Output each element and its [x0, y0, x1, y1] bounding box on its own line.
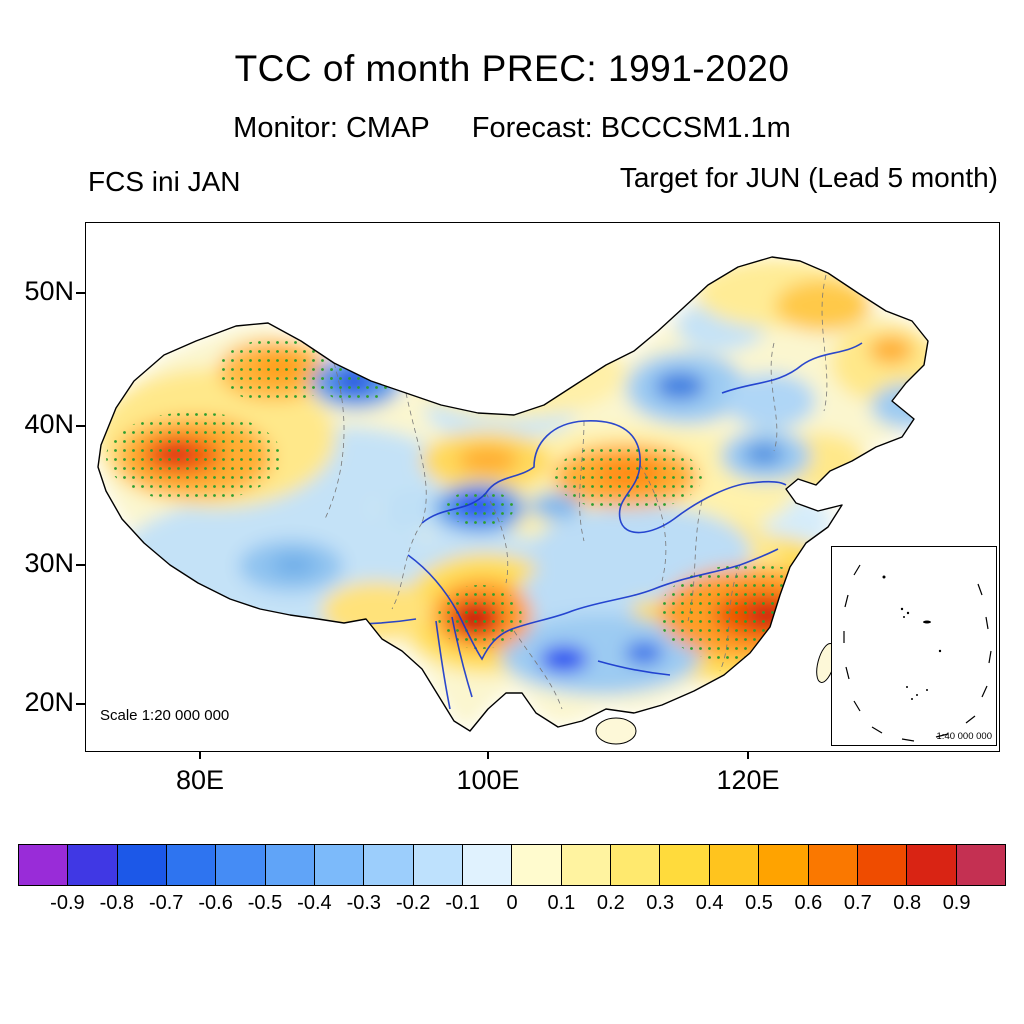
- figure-subtitle: Monitor: CMAP Forecast: BCCCSM1.1m: [0, 112, 1024, 145]
- songhua-river: [721, 342, 863, 394]
- tick-mark: [76, 425, 85, 427]
- colorbar-tick-label: -0.1: [445, 892, 480, 914]
- tick-mark: [76, 564, 85, 566]
- colorbar-cell: [956, 845, 1005, 885]
- colorbar-cell: [167, 845, 217, 885]
- tick-mark: [76, 703, 85, 705]
- y-tick-label-40n: 40N: [24, 409, 74, 439]
- colorbar-tick-label: 0.4: [695, 892, 724, 914]
- colorbar-tick-label: 0.8: [893, 892, 922, 914]
- colorbar-cell: [364, 845, 414, 885]
- colorbar-tick-label: 0.1: [547, 892, 576, 914]
- nine-dash-line: [843, 564, 992, 742]
- colorbar-tick-label: -0.7: [148, 892, 184, 914]
- colorbar-tick-label: -0.8: [99, 892, 135, 914]
- tick-mark: [747, 750, 749, 759]
- south-china-sea-inset: 1:40 000 000: [831, 546, 997, 746]
- inset-scale-label: 1:40 000 000: [936, 731, 992, 742]
- init-label: FCS ini JAN: [88, 166, 241, 197]
- colorbar-cell: [907, 845, 957, 885]
- colorbar-tick-label: 0.2: [596, 892, 625, 914]
- colorbar-cell: [315, 845, 365, 885]
- colorbar-cell: [19, 845, 69, 885]
- colorbar-tick-label: 0.7: [843, 892, 872, 914]
- colorbar-cell: [265, 845, 316, 885]
- colorbar: [18, 844, 1006, 886]
- colorbar-tick-label: -0.2: [395, 892, 431, 914]
- colorbar-cell: [611, 845, 661, 885]
- x-tick-label-80e: 80E: [175, 765, 225, 795]
- china-map-svg: [97, 256, 929, 745]
- colorbar-cell: [709, 845, 760, 885]
- colorbar-tick-label: 0.5: [745, 892, 773, 914]
- colorbar-cell: [660, 845, 710, 885]
- salween-river: [451, 616, 473, 698]
- colorbar-cell: [413, 845, 464, 885]
- inset-svg: [843, 564, 992, 742]
- figure-title: TCC of month PREC: 1991-2020: [234, 48, 790, 89]
- colorbar-cell: [561, 845, 612, 885]
- colorbar-cell: [857, 845, 908, 885]
- province-boundaries: [323, 274, 828, 710]
- tick-mark: [199, 750, 201, 759]
- colorbar-cell: [512, 845, 562, 885]
- x-tick-label-120e: 120E: [716, 765, 780, 795]
- monitor-label: Monitor: CMAP: [233, 112, 430, 144]
- mekong-river: [435, 620, 451, 710]
- y-tick-label-20n: 20N: [24, 687, 74, 717]
- y-tick-label-50n: 50N: [24, 276, 74, 306]
- pearl-river: [597, 660, 671, 676]
- colorbar-tick-label: -0.9: [50, 892, 85, 914]
- map-frame: Scale 1:20 000 000: [85, 222, 1000, 752]
- colorbar-cell: [216, 845, 266, 885]
- yellow-river: [421, 420, 787, 534]
- tick-mark: [76, 292, 85, 294]
- x-tick-label-100e: 100E: [456, 765, 520, 795]
- y-tick-label-30n: 30N: [24, 548, 74, 578]
- colorbar-cell: [117, 845, 168, 885]
- colorbar-tick-label: -0.3: [346, 892, 382, 914]
- colorbar-tick-label: -0.5: [247, 892, 283, 914]
- colorbar-tick-label: -0.6: [198, 892, 233, 914]
- colorbar-tick-label: 0: [506, 892, 518, 914]
- colorbar-cell: [463, 845, 513, 885]
- tcc-field: [98, 257, 928, 731]
- hainan-island: [595, 717, 637, 745]
- colorbar-tick-label: 0.3: [646, 892, 675, 914]
- colorbar-tick-label: 0.9: [942, 892, 971, 914]
- colorbar-labels: -0.9 -0.8 -0.7 -0.6 -0.5 -0.4 -0.3 -0.2 -0.1 0 0.1…: [18, 892, 1006, 918]
- tick-mark: [487, 750, 489, 759]
- map-scale-label: Scale 1:20 000 000: [100, 707, 230, 724]
- colorbar-tick-label: 0.6: [794, 892, 823, 914]
- colorbar-cell: [808, 845, 858, 885]
- colorbar-cell: [68, 845, 118, 885]
- target-label: Target for JUN (Lead 5 month): [619, 162, 998, 193]
- rivers: [265, 342, 863, 710]
- forecast-label: Forecast: BCCCSM1.1m: [471, 112, 791, 144]
- inset-islands: [882, 575, 942, 700]
- colorbar-tick-label: -0.4: [297, 892, 332, 914]
- colorbar-cell: [759, 845, 809, 885]
- yangtze-river: [407, 548, 779, 661]
